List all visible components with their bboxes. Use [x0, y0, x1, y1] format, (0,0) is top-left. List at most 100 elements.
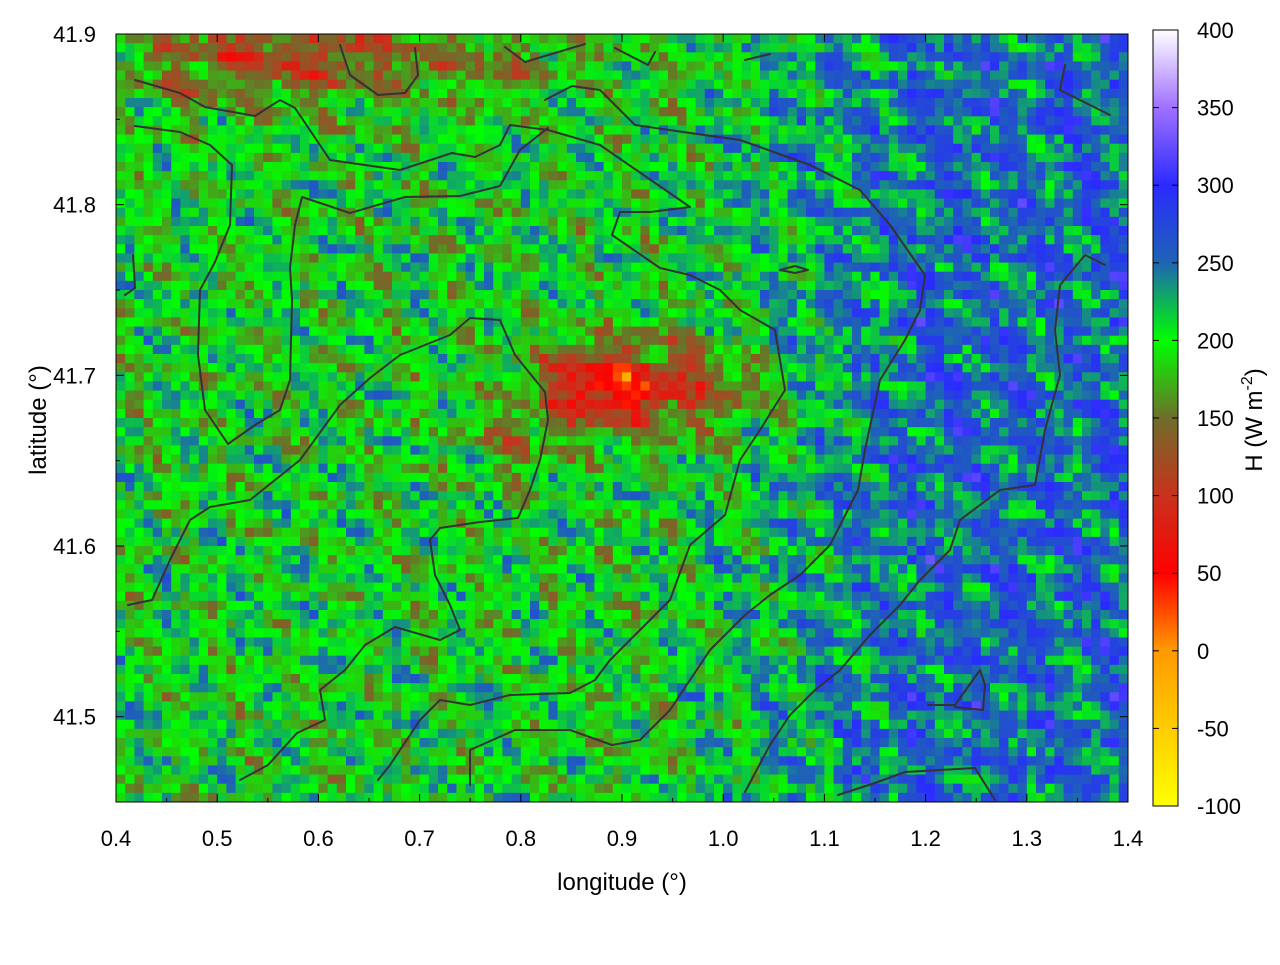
heatmap-cell [1036, 226, 1046, 236]
heatmap-cell [925, 88, 936, 99]
heatmap-cell [208, 363, 218, 373]
heatmap-cell [180, 162, 191, 172]
heatmap-cell [355, 244, 365, 255]
heatmap-cell [1109, 162, 1120, 172]
heatmap-cell [1082, 326, 1092, 337]
heatmap-cell [980, 198, 991, 209]
heatmap-cell [1054, 244, 1065, 255]
heatmap-cell [336, 436, 347, 447]
heatmap-cell [815, 363, 825, 373]
heatmap-cell [1026, 43, 1037, 53]
heatmap-cell [1082, 43, 1092, 53]
heatmap-cell [603, 308, 614, 319]
heatmap-cell [217, 280, 227, 291]
heatmap-cell [723, 216, 733, 227]
heatmap-cell [1036, 427, 1046, 437]
heatmap-cell [833, 43, 844, 53]
heatmap-cell [355, 34, 365, 44]
heatmap-cell [539, 354, 549, 364]
heatmap-cell [870, 171, 881, 181]
heatmap-cell [484, 107, 494, 117]
heatmap-cell [557, 207, 568, 218]
heatmap-cell [778, 335, 789, 346]
heatmap-cell [226, 116, 237, 127]
heatmap-cell [281, 418, 292, 428]
heatmap-cell [410, 253, 421, 264]
heatmap-cell [1072, 79, 1083, 90]
heatmap-cell [548, 326, 559, 337]
heatmap-cell [410, 381, 421, 392]
heatmap-cell [723, 418, 733, 428]
heatmap-cell [824, 143, 835, 154]
heatmap-cell [309, 317, 319, 328]
heatmap-cell [318, 326, 329, 337]
heatmap-cell [888, 262, 899, 273]
heatmap-cell [879, 88, 890, 99]
heatmap-cell [916, 52, 927, 63]
heatmap-cell [382, 253, 393, 264]
heatmap-cell [962, 280, 973, 291]
heatmap-cell [447, 326, 457, 337]
heatmap-cell [695, 107, 706, 117]
heatmap-cell [990, 271, 1000, 282]
heatmap-cell [934, 326, 945, 337]
heatmap-cell [447, 180, 457, 191]
heatmap-cell [806, 88, 816, 99]
heatmap-cell [668, 207, 678, 218]
heatmap-cell [934, 198, 945, 209]
heatmap-cell [622, 399, 632, 410]
heatmap-cell [438, 290, 448, 300]
heatmap-cell [953, 253, 963, 264]
heatmap-cell [539, 244, 549, 255]
heatmap-cell [116, 70, 126, 81]
heatmap-cell [566, 171, 577, 181]
heatmap-cell [244, 271, 255, 282]
heatmap-cell [410, 262, 421, 273]
heatmap-cell [263, 34, 273, 44]
heatmap-cell [290, 445, 301, 456]
heatmap-cell [548, 171, 559, 181]
heatmap-cell [171, 271, 181, 282]
heatmap-cell [1063, 399, 1074, 410]
heatmap-cell [189, 61, 200, 72]
heatmap-cell [723, 299, 733, 309]
heatmap-cell [888, 107, 899, 117]
heatmap-cell [760, 399, 770, 410]
heatmap-cell [603, 262, 614, 273]
heatmap-cell [520, 344, 531, 355]
heatmap-cell [732, 34, 743, 44]
heatmap-cell [888, 372, 899, 383]
heatmap-cell [585, 354, 595, 364]
heatmap-cell [750, 125, 761, 136]
heatmap-cell [631, 171, 641, 181]
heatmap-cell [1063, 98, 1074, 108]
heatmap-cell [1082, 390, 1092, 401]
heatmap-cell [465, 390, 476, 401]
heatmap-cell [1082, 253, 1092, 264]
heatmap-cell [732, 43, 743, 53]
heatmap-cell [180, 134, 191, 145]
heatmap-cell [852, 372, 862, 383]
heatmap-cell [447, 34, 457, 44]
heatmap-cell [686, 299, 697, 309]
heatmap-cell [318, 207, 329, 218]
heatmap-cell [916, 88, 927, 99]
heatmap-cell [953, 427, 963, 437]
heatmap-cell [741, 125, 752, 136]
heatmap-cell [806, 152, 816, 163]
heatmap-cell [143, 253, 154, 264]
heatmap-cell [180, 290, 191, 300]
heatmap-cell [714, 216, 724, 227]
heatmap-cell [401, 70, 411, 81]
heatmap-cell [456, 143, 467, 154]
heatmap-cell [1036, 88, 1046, 99]
heatmap-cell [806, 107, 816, 117]
heatmap-cell [465, 363, 476, 373]
heatmap-cell [741, 235, 752, 245]
heatmap-cell [815, 180, 825, 191]
heatmap-cell [971, 436, 982, 447]
heatmap-cell [226, 34, 237, 44]
heatmap-cell [806, 271, 816, 282]
heatmap-cell [530, 52, 540, 63]
